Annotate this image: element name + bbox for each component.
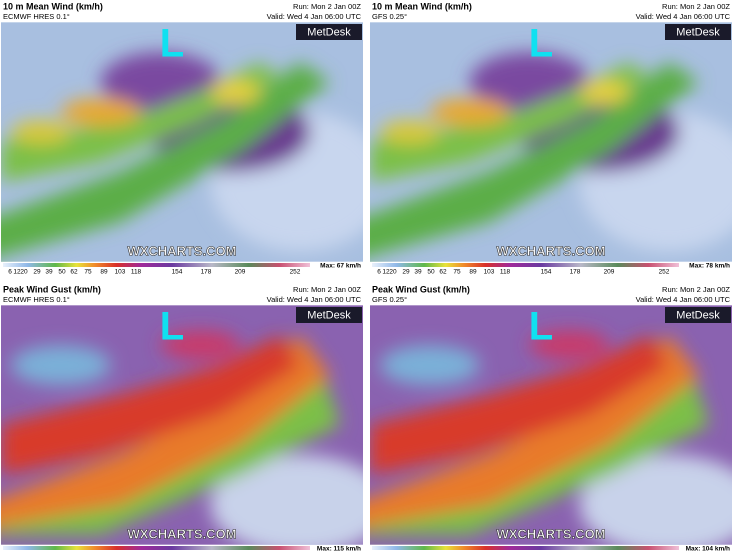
brand-box — [665, 307, 731, 323]
valid-time: Valid: Wed 4 Jan 06:00 UTC — [636, 295, 731, 304]
scale-tick: 209 — [235, 269, 246, 276]
scale-tick: 154 — [541, 269, 552, 276]
scale-tick: 75 — [453, 269, 461, 276]
scale-tick: 75 — [84, 269, 92, 276]
brand-box — [296, 307, 362, 323]
scale-tick: 12 — [382, 269, 390, 276]
color-scale — [3, 263, 310, 267]
watermark: WXCHARTS.COM — [496, 243, 605, 258]
scale-tick: 209 — [604, 269, 615, 276]
max-value: Max: 67 km/h — [320, 263, 361, 270]
color-scale — [3, 546, 310, 550]
scale-tick: 252 — [659, 269, 670, 276]
valid-time: Valid: Wed 4 Jan 06:00 UTC — [636, 12, 731, 21]
brand: MetDesk — [307, 26, 351, 38]
scale-tick: 118 — [131, 269, 142, 276]
valid-time: Valid: Wed 4 Jan 06:00 UTC — [267, 12, 362, 21]
max-value: Max: 104 km/h — [686, 546, 730, 553]
panel: Peak Wind Gust (km/h)GFS 0.25° Run: Mon 2… — [350, 284, 732, 553]
brand: MetDesk — [307, 309, 351, 321]
scale-tick: 62 — [439, 269, 447, 276]
map — [0, 22, 390, 261]
scale-tick: 6 — [377, 269, 381, 276]
scale-tick: 29 — [402, 269, 410, 276]
scale-tick: 252 — [290, 269, 301, 276]
model: ECMWF HRES 0.1° — [3, 295, 70, 304]
max-value: Max: 78 km/h — [689, 263, 730, 270]
scale-tick: 20 — [389, 269, 397, 276]
valid-time: Valid: Wed 4 Jan 06:00 UTC — [267, 295, 362, 304]
scale-tick: 39 — [45, 269, 53, 276]
run-time: Run: Mon 2 Jan 00Z — [293, 285, 361, 294]
map — [0, 305, 390, 554]
model: GFS 0.25° — [372, 295, 407, 304]
scale-tick: 154 — [172, 269, 183, 276]
scale-tick: 103 — [484, 269, 495, 276]
scale-tick: 118 — [500, 269, 511, 276]
run-time: Run: Mon 2 Jan 00Z — [662, 285, 730, 294]
brand: MetDesk — [676, 309, 720, 321]
panel: 10 m Mean Wind (km/h)ECMWF HRES 0.1° Run:… — [0, 1, 390, 276]
scale-tick: 89 — [100, 269, 108, 276]
scale-tick: 12 — [13, 269, 21, 276]
scale-tick: 178 — [201, 269, 212, 276]
panel-title: 10 m Mean Wind (km/h) — [3, 1, 103, 11]
panel-title: Peak Wind Gust (km/h) — [3, 284, 101, 294]
scale-tick: 20 — [20, 269, 28, 276]
scale-tick: 50 — [58, 269, 66, 276]
brand-box — [296, 24, 362, 40]
color-scale — [372, 546, 679, 550]
run-time: Run: Mon 2 Jan 00Z — [662, 2, 730, 11]
scale-tick: 39 — [414, 269, 422, 276]
panel: Peak Wind Gust (km/h)ECMWF HRES 0.1° Run:… — [0, 284, 390, 554]
scale-tick: 29 — [33, 269, 41, 276]
low-marker: L — [160, 305, 184, 349]
watermark: WXCHARTS.COM — [496, 526, 605, 541]
scale-tick: 6 — [8, 269, 12, 276]
brand: MetDesk — [676, 26, 720, 38]
scale-tick: 89 — [469, 269, 477, 276]
brand-box — [665, 24, 731, 40]
scale-tick: 103 — [115, 269, 126, 276]
panel-title: Peak Wind Gust (km/h) — [372, 284, 470, 294]
watermark: WXCHARTS.COM — [127, 243, 236, 258]
scale-tick: 178 — [570, 269, 581, 276]
watermark: WXCHARTS.COM — [127, 526, 236, 541]
low-marker: L — [160, 22, 184, 66]
scale-tick: 62 — [70, 269, 78, 276]
low-marker: L — [529, 22, 553, 66]
model: GFS 0.25° — [372, 12, 407, 21]
panel-title: 10 m Mean Wind (km/h) — [372, 1, 472, 11]
run-time: Run: Mon 2 Jan 00Z — [293, 2, 361, 11]
color-scale — [372, 263, 679, 267]
model: ECMWF HRES 0.1° — [3, 12, 70, 21]
max-value: Max: 115 km/h — [317, 546, 361, 553]
scale-tick: 50 — [427, 269, 435, 276]
low-marker: L — [529, 305, 553, 349]
panel: 10 m Mean Wind (km/h)GFS 0.25° Run: Mon 2… — [350, 1, 732, 276]
